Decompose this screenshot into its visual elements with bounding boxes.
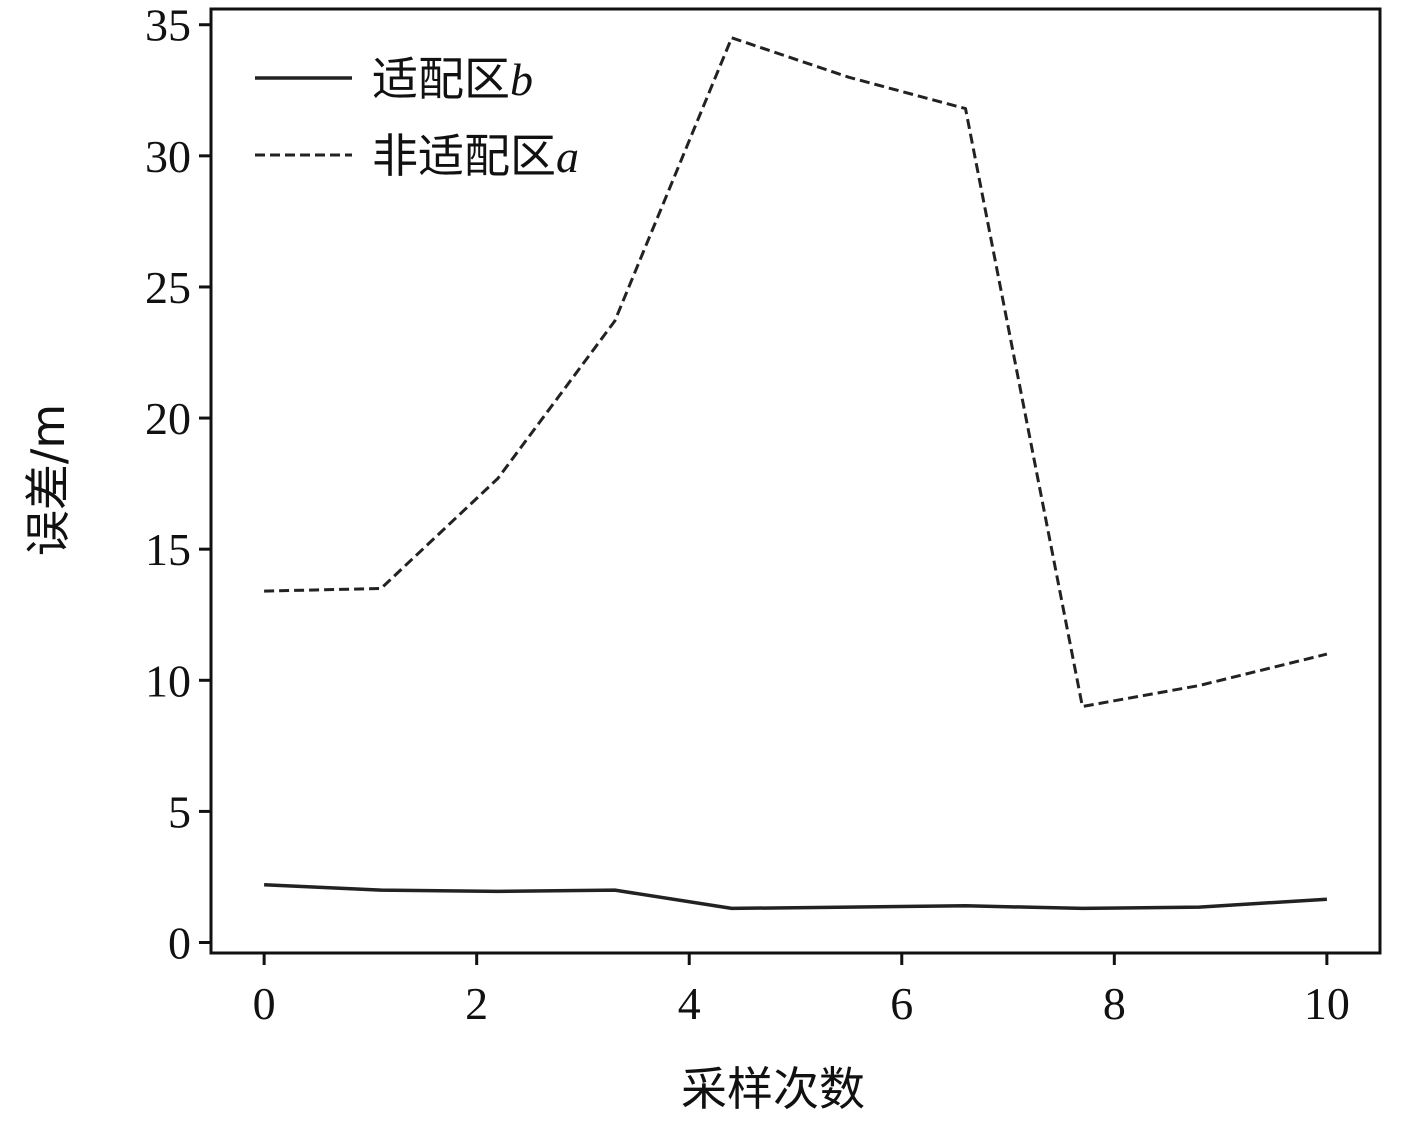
x-tick-label: 8: [1103, 978, 1126, 1029]
x-tick-label: 6: [890, 978, 913, 1029]
legend-label-suffix: a: [556, 131, 579, 182]
y-tick-label: 0: [168, 918, 191, 969]
x-tick-label: 2: [465, 978, 488, 1029]
y-tick-label: 10: [145, 655, 191, 706]
x-tick-label: 4: [678, 978, 701, 1029]
y-axis-title: 误差/m: [21, 404, 75, 556]
legend-label-text: 非适配区: [372, 129, 556, 183]
legend-label-suffix: b: [510, 54, 533, 105]
legend-label: 适配区b: [372, 52, 533, 106]
x-axis: 0 2 4 6 8 10: [253, 953, 1350, 1029]
y-axis: 0 5 10 15 20 25 30 35: [145, 0, 211, 969]
legend-label: 非适配区a: [372, 129, 579, 183]
y-tick-label: 30: [145, 131, 191, 182]
plot-frame: [209, 7, 1382, 955]
series-line-adaptive-b: [264, 883, 1328, 911]
series-line-non-adaptive-a: [264, 36, 1328, 708]
y-tick-label: 15: [145, 524, 191, 575]
series-layer: [264, 36, 1328, 911]
y-tick-label: 20: [145, 393, 191, 444]
y-tick-label: 35: [145, 0, 191, 51]
legend-label-text: 适配区: [372, 52, 510, 106]
x-tick-label: 0: [253, 978, 276, 1029]
legend: 适配区b 非适配区a: [255, 52, 579, 183]
y-tick-label: 25: [145, 262, 191, 313]
x-tick-label: 10: [1304, 978, 1350, 1029]
x-axis-title: 采样次数: [681, 1062, 865, 1116]
y-tick-label: 5: [168, 786, 191, 837]
